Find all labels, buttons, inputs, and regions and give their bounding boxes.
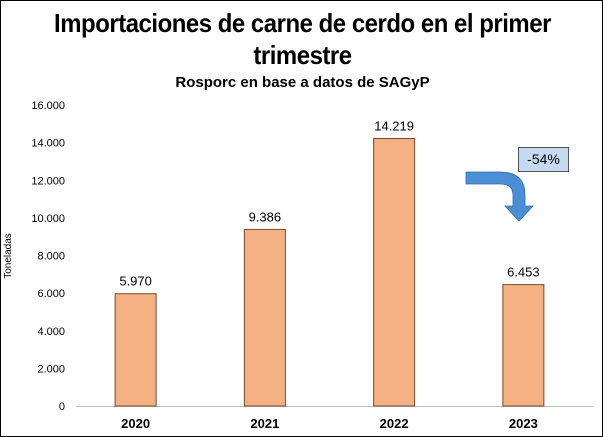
- bar-2020: [114, 293, 157, 407]
- chart-title: Importaciones de carne de cerdo en el pr…: [54, 8, 551, 70]
- y-tick-label: 4.000: [37, 326, 65, 338]
- data-labels: 5.970 9.386 14.219 6.453: [119, 119, 539, 289]
- bar-2023: [502, 284, 545, 407]
- bar-2021: [243, 228, 286, 407]
- x-tick-label: 2022: [380, 416, 409, 431]
- x-tick-label: 2020: [121, 416, 150, 431]
- data-label: 14.219: [374, 119, 414, 134]
- data-label: 9.386: [249, 209, 282, 224]
- y-tick-label: 14.000: [31, 138, 65, 150]
- y-axis-ticks: 0 2.000 4.000 6.000 8.000 10.000 12.000 14.000 1…: [31, 100, 65, 413]
- bent-arrow-down-icon: [465, 171, 534, 222]
- bars: [114, 138, 545, 407]
- bar-2022: [373, 138, 416, 407]
- y-tick-label: 2.000: [37, 363, 65, 375]
- y-tick-label: 10.000: [31, 213, 65, 225]
- y-tick-label: 12.000: [31, 175, 65, 187]
- y-tick-label: 0: [59, 401, 65, 413]
- data-label: 6.453: [507, 265, 540, 280]
- y-tick-label: 8.000: [37, 251, 65, 263]
- y-tick-label: 16.000: [31, 100, 65, 112]
- y-axis-label: Toneladas: [3, 233, 14, 279]
- y-tick-label: 6.000: [37, 288, 65, 300]
- x-tick-label: 2023: [509, 416, 538, 431]
- chart-subtitle: Rosporc en base a datos de SAGyP: [175, 74, 430, 91]
- x-tick-label: 2021: [250, 416, 279, 431]
- data-label: 5.970: [119, 274, 152, 289]
- change-badge: -54%: [518, 147, 569, 172]
- x-axis-ticks: 2020 2021 2022 2023: [121, 416, 538, 431]
